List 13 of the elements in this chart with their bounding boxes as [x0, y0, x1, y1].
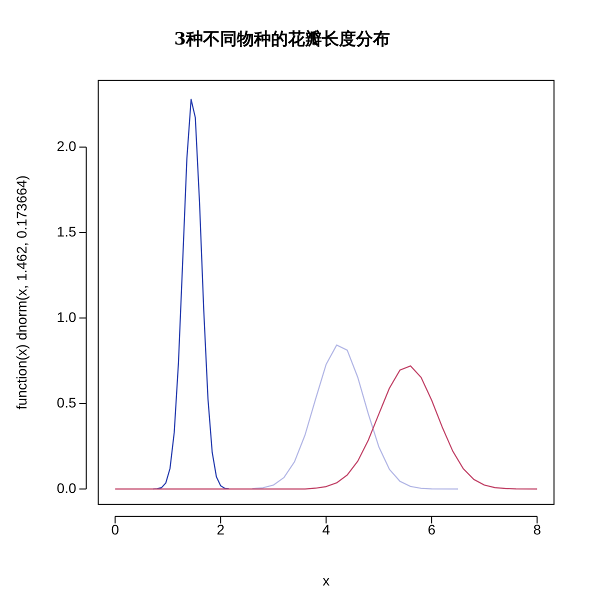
y-tick-label: 1.5 [56, 223, 76, 240]
x-tick-label: 8 [533, 522, 542, 538]
y-tick-label: 1.0 [56, 308, 76, 325]
y-tick-label: 2.0 [56, 138, 76, 154]
y-tick-label: 0.5 [56, 394, 76, 410]
x-tick-label: 0 [111, 522, 120, 538]
x-tick-label: 6 [428, 522, 436, 538]
x-tick-label: 4 [322, 522, 330, 538]
y-axis-title: function(x) dnorm(x, 1.462, 0.173664) [13, 175, 30, 410]
chart-title: 3种不同物种的花瓣长度分布 [174, 30, 390, 50]
x-tick-label: 2 [216, 522, 225, 538]
y-tick-label: 0.0 [56, 480, 76, 496]
x-axis-title: x [322, 572, 330, 588]
